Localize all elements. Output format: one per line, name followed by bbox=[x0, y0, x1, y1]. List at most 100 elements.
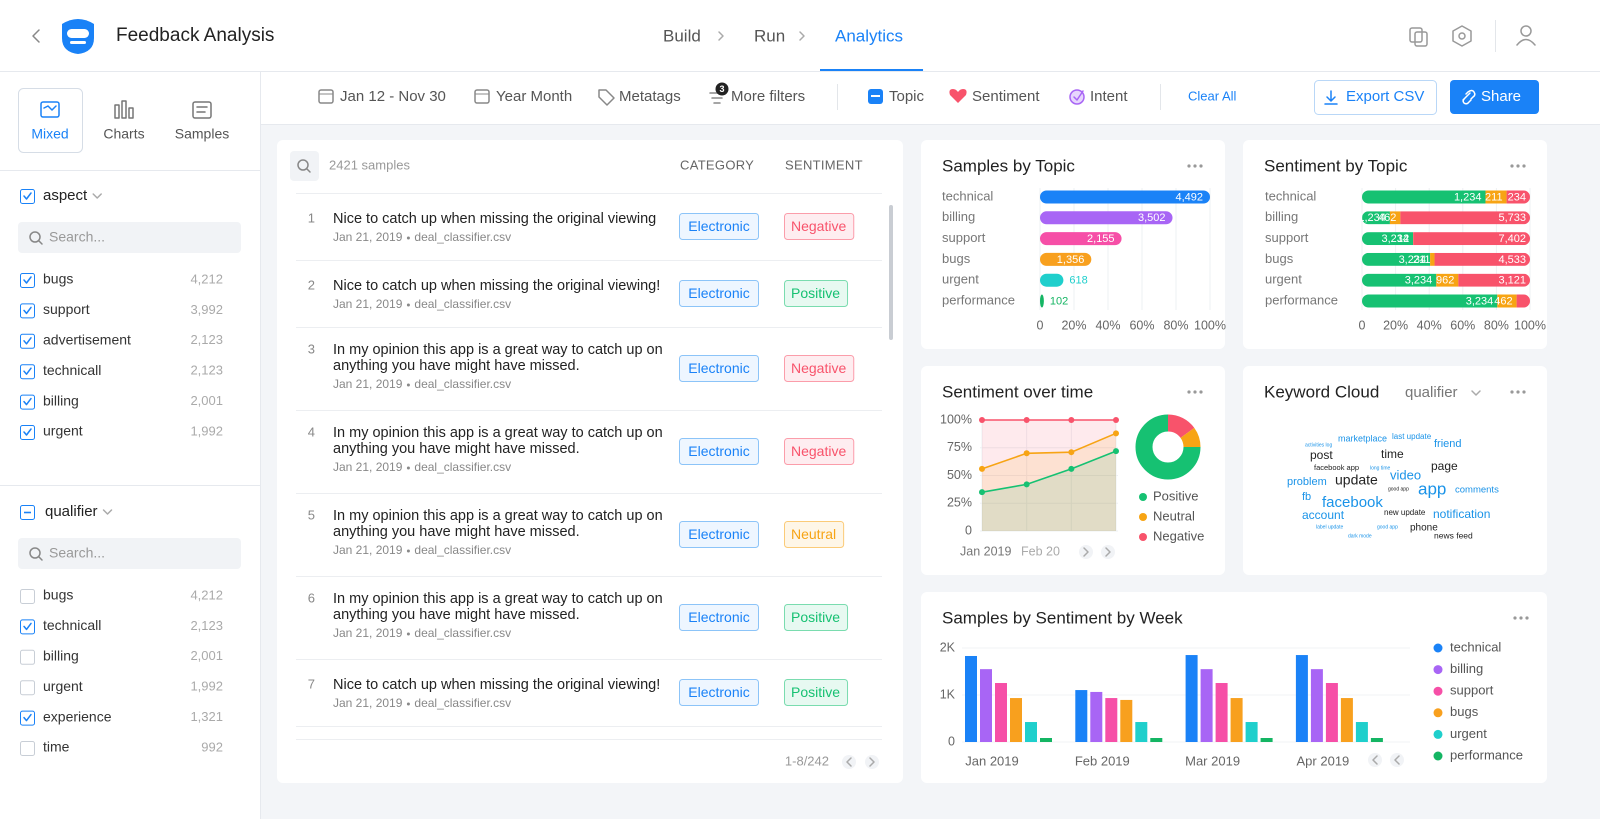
filter-button[interactable]: Metatags bbox=[619, 88, 681, 105]
view-tab[interactable]: Mixed bbox=[31, 126, 68, 142]
checkbox-check bbox=[23, 367, 32, 375]
chevron bbox=[1394, 755, 1400, 765]
legend-swatch bbox=[1139, 493, 1147, 501]
point bbox=[979, 465, 985, 472]
x-tick-label: 100% bbox=[1514, 318, 1546, 332]
samples-icon bbox=[192, 101, 212, 119]
samples-search[interactable] bbox=[290, 151, 319, 181]
row-index: 7 bbox=[308, 676, 315, 691]
facet-label: technicall bbox=[43, 617, 101, 633]
share-button[interactable] bbox=[1450, 80, 1539, 114]
bar bbox=[1040, 294, 1044, 308]
search-box[interactable] bbox=[18, 222, 241, 253]
y-tick-label: 75% bbox=[947, 440, 972, 454]
x-tick-label: Mar 2019 bbox=[1185, 753, 1240, 768]
filter-button[interactable]: More filters bbox=[731, 88, 805, 105]
checkbox[interactable] bbox=[20, 589, 35, 604]
point bbox=[1023, 417, 1030, 423]
nav-item[interactable]: Run bbox=[754, 26, 785, 45]
menu-dot[interactable] bbox=[1510, 390, 1514, 394]
user-icon[interactable] bbox=[1516, 25, 1536, 46]
view-toggle[interactable]: Sentiment bbox=[972, 88, 1040, 105]
checkbox[interactable] bbox=[20, 649, 35, 665]
row-index: 6 bbox=[308, 590, 315, 605]
facet-label: technicall bbox=[43, 362, 101, 378]
checkbox-check bbox=[23, 713, 32, 722]
chevron bbox=[1372, 755, 1378, 765]
mixed-icon bbox=[40, 101, 60, 118]
menu-dot[interactable] bbox=[1199, 164, 1203, 168]
donut-slice bbox=[1180, 427, 1201, 448]
keyword: page bbox=[1431, 459, 1458, 473]
back-button[interactable] bbox=[32, 29, 40, 43]
keyword: facebook app bbox=[1314, 463, 1359, 472]
view-toggle[interactable]: Intent bbox=[1090, 88, 1128, 105]
view-toggle[interactable]: Topic bbox=[889, 88, 925, 105]
pager-button[interactable] bbox=[842, 755, 856, 769]
menu-dot[interactable] bbox=[1525, 616, 1529, 620]
bar bbox=[1370, 738, 1383, 742]
sentiment-badge bbox=[784, 521, 845, 548]
header-icons bbox=[1409, 20, 1536, 52]
bar bbox=[1105, 698, 1118, 742]
pager-button[interactable] bbox=[1390, 753, 1404, 767]
keyword-selector[interactable]: qualifier bbox=[1405, 384, 1458, 401]
point bbox=[1068, 449, 1075, 456]
filter-button[interactable]: Year Month bbox=[496, 88, 572, 105]
menu-dot[interactable] bbox=[1522, 164, 1526, 168]
sample-text: In my opinion this app is a great way to… bbox=[333, 425, 667, 457]
filter-button[interactable]: Jan 12 - Nov 30 bbox=[340, 88, 446, 105]
x-tick-label: 20% bbox=[1061, 318, 1086, 332]
copy-icon[interactable] bbox=[1409, 27, 1428, 47]
pager-button[interactable] bbox=[1368, 753, 1382, 767]
pager-button[interactable] bbox=[1079, 545, 1093, 559]
bar bbox=[1230, 698, 1243, 742]
pager-button[interactable] bbox=[865, 755, 879, 769]
nav-item[interactable]: Analytics bbox=[835, 26, 903, 45]
facet-label: billing bbox=[43, 648, 79, 664]
checkbox[interactable] bbox=[20, 680, 35, 696]
keyword: notification bbox=[1433, 507, 1490, 521]
bar-segment bbox=[1497, 294, 1517, 308]
bar bbox=[1150, 738, 1163, 742]
x-tick-label: 100% bbox=[1194, 318, 1226, 332]
menu-dot[interactable] bbox=[1199, 390, 1203, 394]
facet-count: 3,992 bbox=[190, 302, 223, 317]
menu-dot[interactable] bbox=[1510, 164, 1514, 168]
sidebar-tab-icons bbox=[40, 100, 212, 119]
legend-swatch bbox=[1433, 643, 1443, 653]
data-label: 3,234 bbox=[1399, 254, 1427, 266]
bar bbox=[1025, 722, 1037, 742]
bar-segment bbox=[1434, 252, 1530, 266]
checkbox[interactable] bbox=[20, 741, 35, 756]
menu-dot[interactable] bbox=[1193, 390, 1197, 394]
data-label: 1,234 bbox=[1454, 191, 1482, 203]
menu-dot[interactable] bbox=[1187, 164, 1191, 168]
menu-dot[interactable] bbox=[1193, 164, 1197, 168]
category-label: Electronic bbox=[688, 285, 749, 301]
search-box[interactable] bbox=[18, 538, 241, 569]
nav-item[interactable]: Build bbox=[663, 26, 701, 45]
pager-button[interactable] bbox=[1101, 545, 1115, 559]
sentiment-badge bbox=[784, 213, 855, 240]
chevron bbox=[102, 509, 113, 515]
view-tab[interactable]: Samples bbox=[175, 126, 229, 142]
y-tick-label: 1K bbox=[940, 687, 956, 701]
scrollbar bbox=[889, 205, 893, 340]
keyword: dark mode bbox=[1348, 533, 1372, 539]
menu-dot[interactable] bbox=[1516, 164, 1520, 168]
menu-dot[interactable] bbox=[1187, 390, 1191, 394]
data-label: 618 bbox=[1069, 275, 1087, 287]
view-tab[interactable]: Charts bbox=[103, 126, 144, 142]
settings-icon[interactable] bbox=[1452, 25, 1472, 47]
active-tab-frame bbox=[18, 88, 83, 153]
menu-dot[interactable] bbox=[1519, 616, 1523, 620]
sentiment-badge bbox=[784, 604, 849, 631]
checkbox-check bbox=[23, 337, 32, 345]
menu-dot[interactable] bbox=[1513, 616, 1517, 620]
menu-dot[interactable] bbox=[1516, 390, 1520, 394]
menu-dot[interactable] bbox=[1522, 390, 1526, 394]
clear-all[interactable]: Clear All bbox=[1188, 88, 1237, 103]
export-button[interactable] bbox=[1314, 80, 1437, 115]
